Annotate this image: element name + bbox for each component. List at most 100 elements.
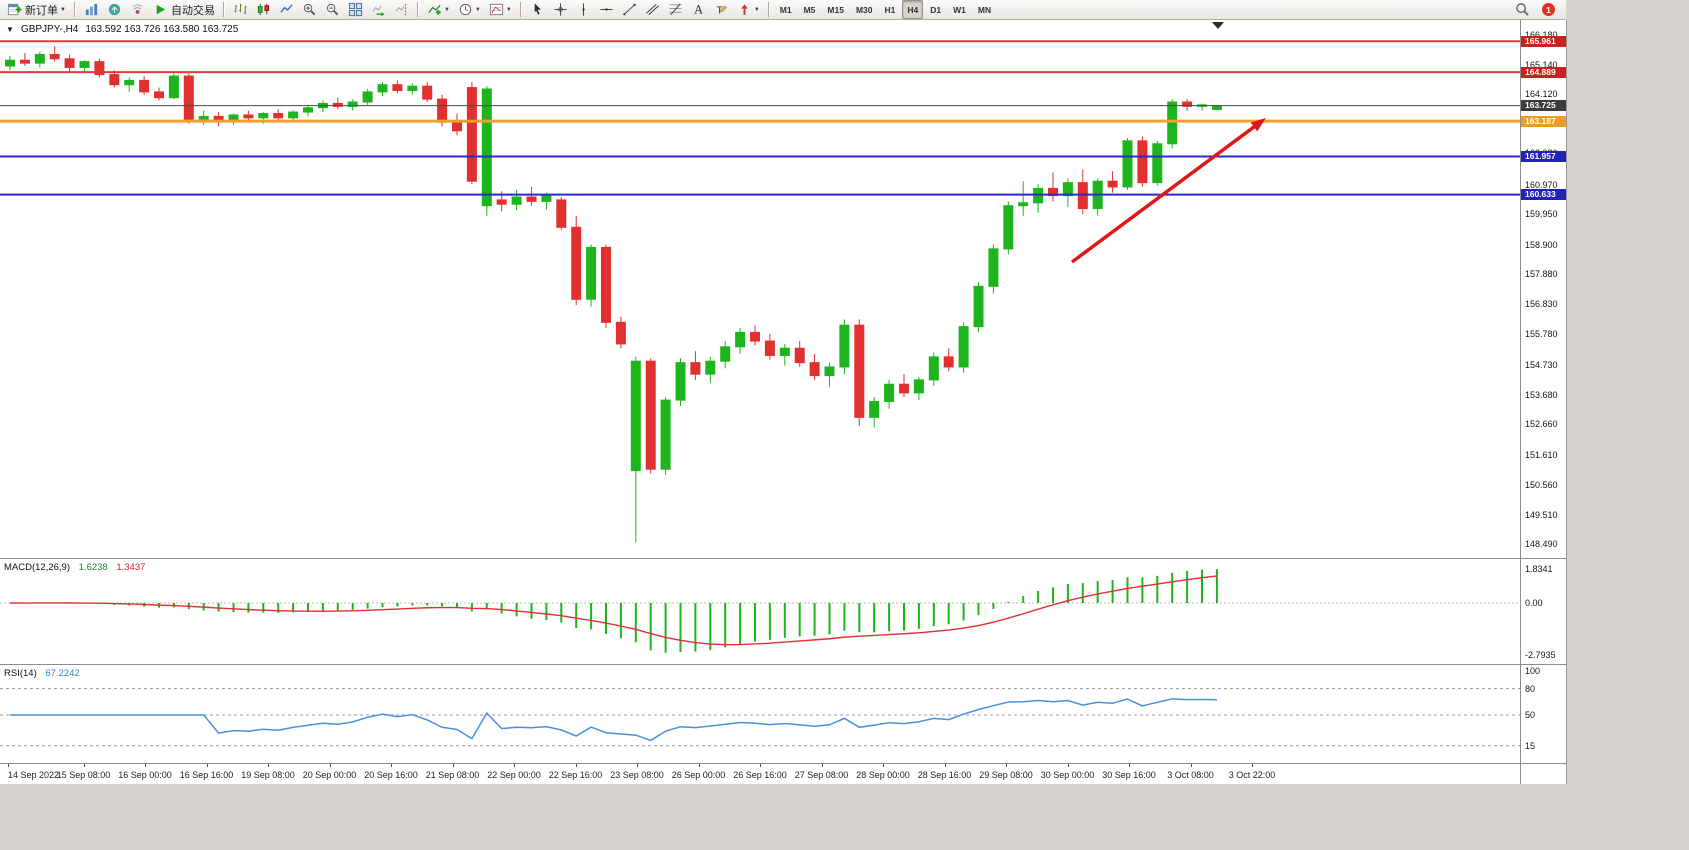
zoom-in-icon (302, 2, 317, 17)
autoscroll-button[interactable] (368, 0, 389, 19)
toolbar: 新订单 ▼ 自动交易 ▼ ▼ ▼ A T ▼ M1 M5 M15 M30 H1 H4 D1 W1 MN 1 (0, 0, 1566, 20)
price-chart[interactable] (0, 20, 1520, 558)
time-axis[interactable]: 14 Sep 2022 15 Sep 08:00 16 Sep 00:00 16 Se… (0, 764, 1520, 784)
candle (869, 397, 880, 428)
svg-text:A: A (694, 3, 703, 17)
time-tick (206, 764, 208, 767)
tf-m30-label: M30 (855, 4, 873, 15)
time-tick (1252, 764, 1253, 767)
macd-chart[interactable] (0, 559, 1520, 664)
tf-m30-button[interactable]: M30 (851, 0, 878, 19)
candle-chart-button[interactable] (253, 0, 274, 19)
profiles-button[interactable] (104, 0, 125, 19)
zoom-in-button[interactable] (299, 0, 320, 19)
candle (64, 54, 75, 72)
candle (1137, 136, 1148, 187)
panel-separator (0, 763, 1566, 764)
candle (1211, 105, 1222, 110)
autotrading-button[interactable]: 自动交易 (150, 0, 218, 19)
tf-d1-button[interactable]: D1 (925, 0, 946, 19)
charts-button[interactable] (81, 0, 102, 19)
candle (556, 197, 567, 231)
periods-button[interactable]: ▼ (455, 0, 484, 19)
candle (407, 83, 418, 95)
candle (228, 113, 239, 126)
time-axis-label: 20 Sep 00:00 (302, 770, 357, 780)
notification-button[interactable]: 1 (1539, 0, 1558, 19)
candle (5, 55, 15, 71)
charts-icon (84, 2, 99, 17)
candle-chart-icon (256, 2, 271, 17)
candle (109, 70, 120, 88)
time-axis-label: 26 Sep 00:00 (671, 770, 726, 780)
price-badge-160.633: 160.633 (1521, 189, 1566, 201)
candle (675, 358, 686, 406)
tile-windows-button[interactable] (345, 0, 366, 19)
chart-shift-button[interactable] (391, 0, 412, 19)
macd-axis-label: -2.7935 (1525, 650, 1556, 661)
candle (49, 46, 60, 62)
panel-separator[interactable] (0, 664, 1566, 665)
chart-shift-marker[interactable] (1212, 22, 1224, 29)
candle (809, 354, 820, 380)
arrows-button[interactable]: ▼ (734, 0, 763, 19)
search-button[interactable] (1512, 0, 1533, 19)
tf-h4-button[interactable]: H4 (902, 0, 924, 19)
time-tick (883, 764, 884, 767)
time-axis-label: 23 Sep 08:00 (610, 770, 664, 780)
time-axis-label: 29 Sep 08:00 (979, 770, 1033, 780)
templates-button[interactable]: ▼ (486, 0, 515, 19)
price-axis-label: 165.140 (1525, 59, 1558, 70)
price-badge-163.725: 163.725 (1521, 100, 1566, 112)
chart-window: ▼ GBPJPY-,H4 163.592 163.726 163.580 163… (0, 20, 1567, 784)
time-tick (1067, 764, 1069, 767)
trend-arrow[interactable] (1070, 122, 1260, 264)
text-button[interactable]: A (688, 0, 709, 19)
candle (213, 112, 224, 127)
candle (943, 348, 954, 372)
text-icon: A (691, 2, 706, 17)
rsi-axis-label: 50 (1525, 710, 1536, 720)
bars-chart-button[interactable] (230, 0, 251, 19)
candle (422, 81, 433, 102)
tf-w1-button[interactable]: W1 (948, 0, 971, 19)
price-axis[interactable]: 166.180165.140164.120163.100162.080160.9… (1520, 20, 1566, 784)
price-axis-label: 166.180 (1525, 30, 1558, 40)
tf-h1-button[interactable]: H1 (879, 0, 900, 19)
candle (750, 325, 760, 346)
tf-m5-button[interactable]: M5 (799, 0, 821, 19)
hline-icon (599, 2, 614, 17)
hline-button[interactable] (596, 0, 617, 19)
new-order-button[interactable]: 新订单 ▼ (4, 0, 69, 19)
indicators-button[interactable]: ▼ (424, 0, 453, 19)
candle (377, 81, 388, 97)
macd-histogram (23, 569, 1218, 653)
one-click-trading-icon[interactable]: ▼ (6, 25, 14, 34)
candle (973, 282, 984, 333)
tf-m1-button[interactable]: M1 (775, 0, 797, 19)
tf-m15-button[interactable]: M15 (822, 0, 849, 19)
tline-button[interactable] (619, 0, 640, 19)
zoom-out-button[interactable] (322, 0, 343, 19)
signals-button[interactable] (127, 0, 148, 19)
candle (586, 244, 597, 307)
vline-button[interactable] (573, 0, 594, 19)
tf-mn-button[interactable]: MN (973, 0, 996, 19)
candle (347, 99, 358, 111)
panel-separator[interactable] (0, 558, 1566, 559)
crosshair-button[interactable] (550, 0, 571, 19)
time-axis-label: 28 Sep 00:00 (856, 770, 910, 780)
price-axis-label: 160.970 (1525, 179, 1558, 190)
time-tick (1129, 764, 1130, 767)
candle (466, 81, 477, 185)
macd-panel: MACD(12,26,9) 1.6238 1.3437 (0, 559, 1520, 664)
candle (1122, 138, 1133, 190)
line-chart-button[interactable] (276, 0, 297, 19)
cursor-button[interactable] (527, 0, 548, 19)
time-tick (452, 764, 454, 767)
label-button[interactable]: T (711, 0, 732, 19)
channel-button[interactable] (642, 0, 663, 19)
chart-shift-icon (394, 2, 409, 17)
fibo-button[interactable] (665, 0, 686, 19)
rsi-chart[interactable] (0, 665, 1520, 763)
